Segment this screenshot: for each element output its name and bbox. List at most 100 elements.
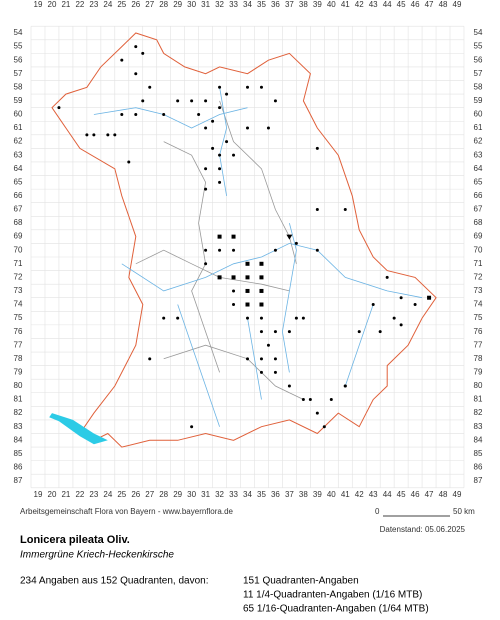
occurrence-dot bbox=[127, 160, 131, 164]
row-label: 62 bbox=[474, 137, 483, 146]
occurrence-dot bbox=[190, 99, 194, 103]
occurrence-dot bbox=[301, 316, 305, 320]
occurrence-square bbox=[259, 302, 264, 307]
occurrence-dot bbox=[232, 153, 236, 157]
column-label: 47 bbox=[425, 490, 434, 499]
column-label: 37 bbox=[285, 0, 294, 9]
row-label: 80 bbox=[14, 381, 23, 390]
column-label: 20 bbox=[48, 490, 57, 499]
column-label: 40 bbox=[327, 490, 336, 499]
occurrence-dot bbox=[218, 85, 222, 89]
column-label: 43 bbox=[369, 0, 378, 9]
column-label: 48 bbox=[439, 490, 448, 499]
occurrence-square bbox=[245, 275, 250, 280]
occurrence-square bbox=[217, 234, 222, 239]
row-label: 87 bbox=[474, 476, 483, 485]
row-label: 56 bbox=[14, 55, 23, 64]
row-label: 54 bbox=[474, 28, 483, 37]
occurrence-dot bbox=[120, 58, 124, 62]
occurrence-dot bbox=[218, 153, 222, 157]
occurrence-dot bbox=[148, 85, 152, 89]
column-label: 37 bbox=[285, 490, 294, 499]
occurrence-dot bbox=[92, 133, 96, 137]
row-label: 61 bbox=[14, 123, 23, 132]
occurrence-dot bbox=[141, 99, 145, 103]
occurrence-dot bbox=[273, 357, 277, 361]
row-label: 79 bbox=[14, 368, 23, 377]
row-label: 60 bbox=[474, 110, 483, 119]
column-label: 28 bbox=[159, 0, 168, 9]
column-label: 31 bbox=[201, 490, 210, 499]
occurrence-dot bbox=[273, 248, 277, 252]
column-label: 21 bbox=[61, 0, 70, 9]
occurrence-dot bbox=[329, 398, 333, 402]
occurrence-dot bbox=[204, 126, 208, 130]
row-label: 70 bbox=[14, 245, 23, 254]
row-label: 75 bbox=[474, 313, 483, 322]
column-label: 33 bbox=[229, 0, 238, 9]
occurrence-dot bbox=[259, 316, 263, 320]
occurrence-dot bbox=[399, 296, 403, 300]
row-label: 67 bbox=[14, 205, 23, 214]
occurrence-square bbox=[245, 288, 250, 293]
row-label: 83 bbox=[14, 422, 23, 431]
river bbox=[247, 318, 262, 400]
column-label: 43 bbox=[369, 490, 378, 499]
column-label: 42 bbox=[355, 490, 364, 499]
occurrence-dot bbox=[266, 126, 270, 130]
occurrence-dot bbox=[294, 316, 298, 320]
occurrence-square bbox=[231, 275, 236, 280]
occurrence-dot bbox=[211, 119, 215, 123]
occurrence-dot bbox=[392, 316, 396, 320]
occurrence-dot bbox=[301, 398, 305, 402]
column-label: 31 bbox=[201, 0, 210, 9]
column-label: 19 bbox=[34, 490, 43, 499]
column-label: 46 bbox=[411, 490, 420, 499]
column-label: 38 bbox=[299, 0, 308, 9]
row-label: 55 bbox=[14, 42, 23, 51]
row-label: 82 bbox=[474, 408, 483, 417]
occurrence-dot bbox=[162, 112, 166, 116]
occurrence-dot bbox=[399, 323, 403, 327]
column-label: 21 bbox=[61, 490, 70, 499]
row-label: 57 bbox=[474, 69, 483, 78]
column-label: 40 bbox=[327, 0, 336, 9]
row-label: 74 bbox=[14, 300, 23, 309]
occurrence-dot bbox=[106, 133, 110, 137]
common-name: Immergrüne Kriech-Heckenkirsche bbox=[20, 550, 174, 561]
row-label: 70 bbox=[474, 245, 483, 254]
occurrence-dot bbox=[371, 303, 375, 307]
species-name: Lonicera pileata Oliv. bbox=[20, 534, 130, 546]
row-label: 56 bbox=[474, 55, 483, 64]
column-label: 34 bbox=[243, 490, 252, 499]
row-label: 69 bbox=[14, 232, 23, 241]
row-label: 69 bbox=[474, 232, 483, 241]
column-label: 25 bbox=[117, 0, 126, 9]
row-label: 66 bbox=[14, 191, 23, 200]
occurrence-dot bbox=[176, 316, 180, 320]
column-label: 20 bbox=[48, 0, 57, 9]
row-label: 59 bbox=[14, 96, 23, 105]
column-label: 36 bbox=[271, 490, 280, 499]
column-label: 24 bbox=[103, 490, 112, 499]
occurrence-square bbox=[245, 261, 250, 266]
row-label: 81 bbox=[14, 395, 23, 404]
occurrence-dot bbox=[259, 357, 263, 361]
row-label: 86 bbox=[474, 463, 483, 472]
row-label: 79 bbox=[474, 368, 483, 377]
occurrence-dot bbox=[204, 187, 208, 191]
lake bbox=[49, 413, 108, 445]
row-label: 74 bbox=[474, 300, 483, 309]
row-label: 62 bbox=[14, 137, 23, 146]
occurrence-dot bbox=[211, 146, 215, 150]
column-label: 22 bbox=[75, 490, 84, 499]
row-label: 87 bbox=[14, 476, 23, 485]
occurrence-dot bbox=[218, 248, 222, 252]
river bbox=[219, 87, 228, 196]
column-label: 26 bbox=[131, 0, 140, 9]
row-label: 57 bbox=[14, 69, 23, 78]
scale-start: 0 bbox=[375, 507, 380, 516]
column-label: 47 bbox=[425, 0, 434, 9]
row-label: 82 bbox=[14, 408, 23, 417]
column-label: 23 bbox=[89, 0, 98, 9]
